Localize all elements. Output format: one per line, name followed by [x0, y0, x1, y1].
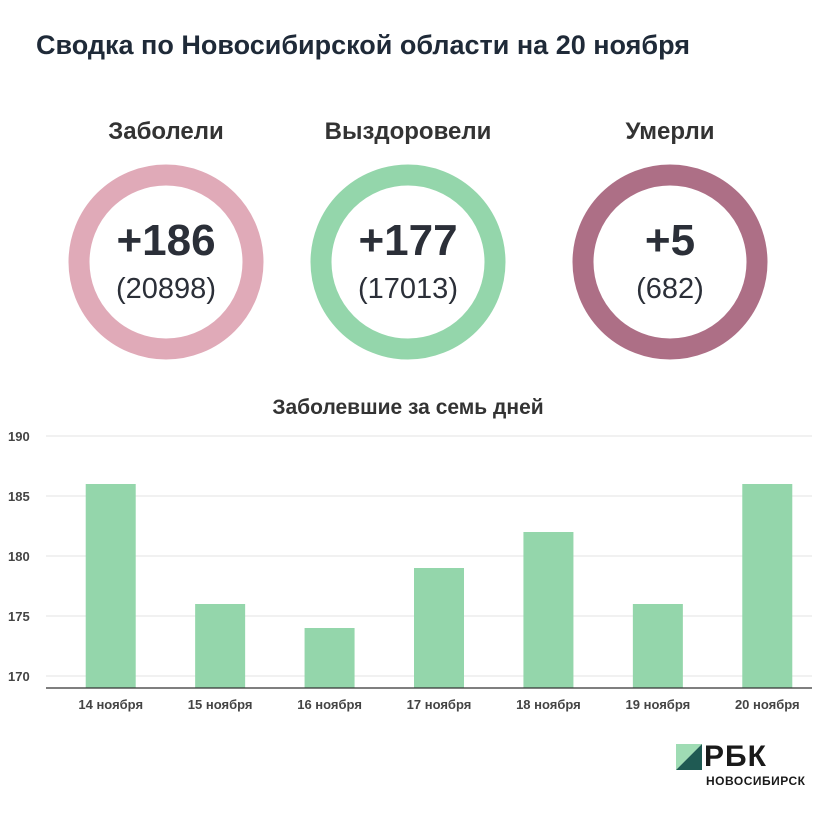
ring-deaths: +5 (682): [572, 164, 768, 360]
bar: [414, 568, 464, 688]
stat-label: Умерли: [625, 118, 715, 145]
stat-recovered: Выздоровели +177 (17013): [298, 118, 518, 360]
stat-deaths: Умерли +5 (682): [560, 118, 780, 360]
y-tick-label: 185: [8, 489, 30, 504]
x-tick-label: 19 ноября: [626, 697, 691, 712]
bar: [195, 604, 246, 688]
x-tick-label: 14 ноября: [78, 697, 143, 712]
stat-delta: +186: [116, 216, 216, 265]
ring-infected: +186 (20898): [68, 164, 264, 360]
x-tick-label: 20 ноября: [735, 697, 800, 712]
x-tick-label: 16 ноября: [297, 697, 362, 712]
ring-circle: [310, 164, 506, 360]
chart-title: Заболевшие за семь дней: [272, 396, 544, 419]
page-title: Сводка по Новосибирской области на 20 но…: [36, 30, 690, 60]
stat-delta: +177: [358, 216, 458, 265]
x-tick-label: 18 ноября: [516, 697, 581, 712]
rbc-logo-mark-icon: [676, 744, 702, 770]
ring-circle: [68, 164, 264, 360]
bar: [632, 604, 683, 688]
bar: [304, 628, 355, 688]
logo-subtitle: НОВОСИБИРСК: [706, 774, 806, 788]
bar-chart: 170 175 180 185 190 14 ноября 15 ноября 16 нояб…: [8, 429, 812, 712]
logo-text: РБК: [704, 740, 767, 773]
bar: [523, 532, 574, 688]
rbc-logo: РБК НОВОСИБИРСК: [676, 740, 810, 794]
bar: [742, 484, 793, 688]
stat-label: Заболели: [108, 118, 224, 145]
stat-total: (20898): [116, 273, 216, 305]
stat-total: (682): [636, 273, 704, 305]
x-tick-label: 17 ноября: [407, 697, 472, 712]
x-tick-label: 15 ноября: [188, 697, 253, 712]
ring-recovered: +177 (17013): [310, 164, 506, 360]
stat-label: Выздоровели: [324, 118, 492, 145]
y-tick-label: 190: [8, 429, 30, 444]
stat-total: (17013): [358, 273, 458, 305]
y-tick-label: 175: [8, 609, 30, 624]
stat-infected: Заболели +186 (20898): [56, 118, 276, 360]
y-tick-label: 180: [8, 549, 30, 564]
ring-circle: [572, 164, 768, 360]
stat-delta: +5: [644, 216, 696, 265]
y-tick-label: 170: [8, 669, 30, 684]
bar: [85, 484, 136, 688]
